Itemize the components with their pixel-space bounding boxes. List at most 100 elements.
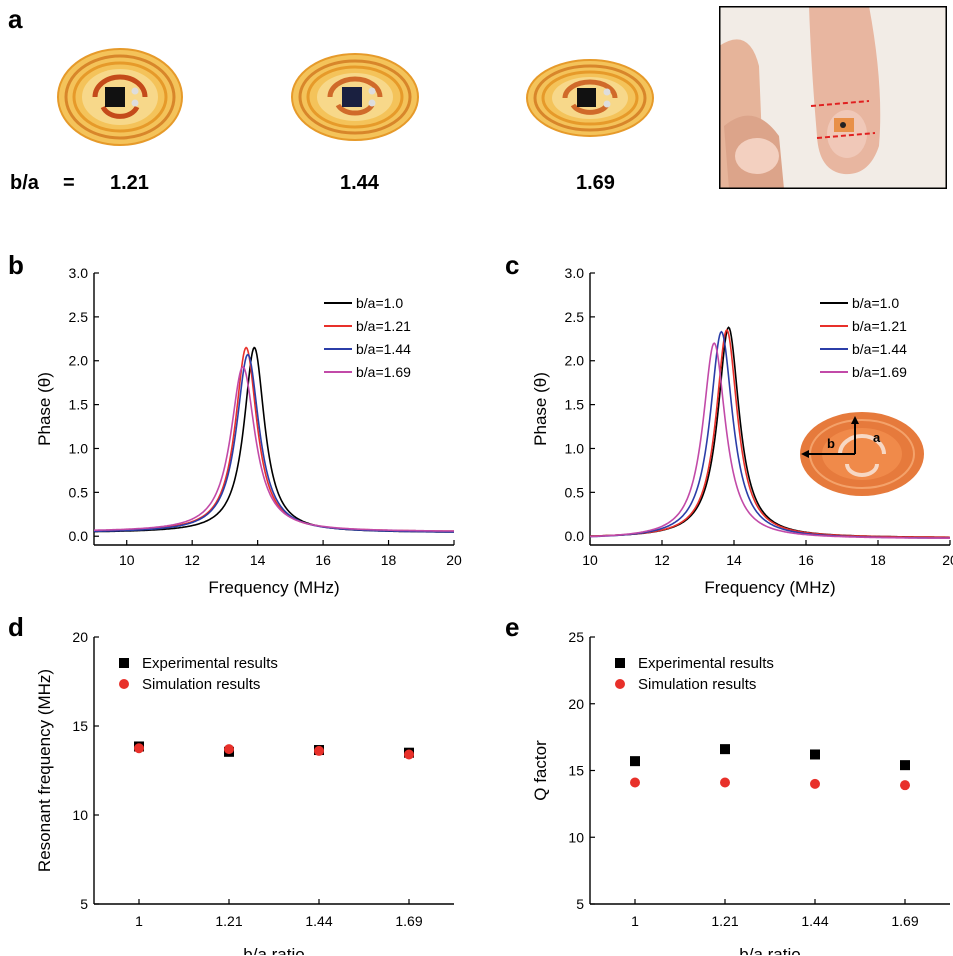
- legend-label: b/a=1.69: [356, 364, 411, 380]
- y-tick-label: 10: [72, 807, 88, 823]
- simulation-point: [810, 778, 820, 789]
- experimental-point: [630, 756, 640, 767]
- x-tick-label: 10: [582, 552, 598, 568]
- simulation-point: [630, 777, 640, 788]
- legend-swatch: [615, 658, 625, 668]
- coil-photo-1-21: [57, 48, 183, 146]
- series-line: [590, 342, 950, 540]
- y-tick-label: 25: [568, 629, 584, 645]
- chart-b-phase-spectrum: 0.0 0.5 1.0 1.5 2.0 2.5 3.0 10 12 14 16 18 20 Frequen…: [35, 265, 462, 597]
- x-tick-label: 10: [119, 552, 135, 568]
- y-tick-label: 5: [576, 896, 584, 912]
- x-tick-label: 16: [315, 552, 331, 568]
- legend-swatch: [119, 658, 129, 668]
- finger-photo: [719, 6, 947, 189]
- y-tick-label: 20: [72, 629, 88, 645]
- y-axis-label: Phase (θ): [531, 372, 550, 446]
- panel-label-a: a: [8, 4, 23, 34]
- x-axis-label: b/a ratio: [739, 945, 800, 955]
- legend-label: Simulation results: [142, 676, 260, 693]
- y-tick-label: 3.0: [565, 265, 585, 281]
- x-tick-label: 1.21: [711, 913, 738, 929]
- y-tick-label: 0.5: [565, 484, 585, 500]
- coil-photo-1-44: [291, 53, 419, 141]
- x-tick-label: 1: [135, 913, 143, 929]
- ratio-value-1-44: 1.44: [340, 172, 379, 194]
- legend-label: Experimental results: [142, 655, 278, 672]
- y-tick-label: 1.5: [565, 397, 585, 413]
- legend-label: b/a=1.0: [852, 295, 899, 311]
- y-tick-label: 15: [72, 718, 88, 734]
- x-tick-label: 20: [446, 552, 462, 568]
- x-tick-label: 18: [381, 552, 397, 568]
- x-tick-label: 12: [184, 552, 200, 568]
- y-tick-label: 2.5: [69, 309, 89, 325]
- coil-inset: b a: [800, 412, 924, 496]
- x-axis-label: Frequency (MHz): [208, 578, 339, 597]
- simulation-point: [720, 777, 730, 788]
- chart-e-q-factor: 5 10 15 20 25 1 1.21 1.44 1.69 b/a ratio Q factor E…: [531, 629, 950, 955]
- x-tick-label: 20: [942, 552, 953, 568]
- y-tick-label: 2.0: [565, 353, 585, 369]
- panel-label-d: d: [8, 612, 24, 642]
- simulation-point: [314, 745, 324, 756]
- inset-label-b: b: [827, 436, 835, 451]
- experimental-point: [810, 749, 820, 760]
- x-tick-label: 14: [726, 552, 742, 568]
- y-tick-label: 5: [80, 896, 88, 912]
- x-tick-label: 12: [654, 552, 670, 568]
- y-tick-label: 0.0: [565, 528, 585, 544]
- x-tick-label: 1: [631, 913, 639, 929]
- y-tick-label: 2.5: [565, 309, 585, 325]
- y-axis-label: Resonant frequency (MHz): [35, 669, 54, 872]
- y-axis-label: Q factor: [531, 740, 550, 801]
- coil-photo-1-69: [526, 59, 654, 137]
- simulation-point: [134, 743, 144, 754]
- series-line: [94, 366, 454, 532]
- y-tick-label: 0.0: [69, 528, 89, 544]
- chart-c-phase-spectrum: 0.0 0.5 1.0 1.5 2.0 2.5 3.0 10 12 14 16 18 20 Frequen…: [531, 265, 953, 597]
- y-tick-label: 1.0: [565, 440, 585, 456]
- legend-swatch: [119, 679, 129, 689]
- simulation-point: [404, 749, 414, 760]
- experimental-point: [900, 760, 910, 771]
- simulation-point: [900, 780, 910, 791]
- y-tick-label: 1.5: [69, 397, 89, 413]
- y-tick-label: 3.0: [69, 265, 89, 281]
- legend-label: b/a=1.69: [852, 364, 907, 380]
- x-tick-label: 1.69: [891, 913, 918, 929]
- inset-label-a: a: [873, 430, 881, 445]
- x-tick-label: 1.69: [395, 913, 422, 929]
- y-tick-label: 0.5: [69, 484, 89, 500]
- x-tick-label: 1.21: [215, 913, 242, 929]
- legend-label: b/a=1.0: [356, 295, 403, 311]
- x-tick-label: 14: [250, 552, 266, 568]
- y-tick-label: 2.0: [69, 353, 89, 369]
- chart-d-resonant-frequency: 5 10 15 20 1 1.21 1.44 1.69 b/a ratio Resonant fr…: [35, 629, 454, 955]
- x-tick-label: 18: [870, 552, 886, 568]
- simulation-point: [224, 744, 234, 755]
- legend-label: b/a=1.44: [852, 341, 907, 357]
- legend-swatch: [615, 679, 625, 689]
- y-axis-label: Phase (θ): [35, 372, 54, 446]
- experimental-point: [720, 744, 730, 755]
- panel-label-c: c: [505, 250, 520, 280]
- legend-label: Simulation results: [638, 676, 756, 693]
- x-tick-label: 1.44: [801, 913, 828, 929]
- x-tick-label: 16: [798, 552, 814, 568]
- x-axis-label: Frequency (MHz): [704, 578, 835, 597]
- y-tick-label: 10: [568, 829, 584, 845]
- x-tick-label: 1.44: [305, 913, 332, 929]
- panel-label-b: b: [8, 250, 24, 280]
- ratio-value-1-69: 1.69: [576, 172, 615, 194]
- legend-label: Experimental results: [638, 655, 774, 672]
- ratio-equals: =: [63, 172, 75, 194]
- legend-label: b/a=1.44: [356, 341, 411, 357]
- y-tick-label: 20: [568, 696, 584, 712]
- y-tick-label: 15: [568, 763, 584, 779]
- panel-label-e: e: [505, 612, 520, 642]
- legend-label: b/a=1.21: [356, 318, 411, 334]
- y-tick-label: 1.0: [69, 440, 89, 456]
- series-line: [94, 353, 454, 533]
- x-axis-label: b/a ratio: [243, 945, 304, 955]
